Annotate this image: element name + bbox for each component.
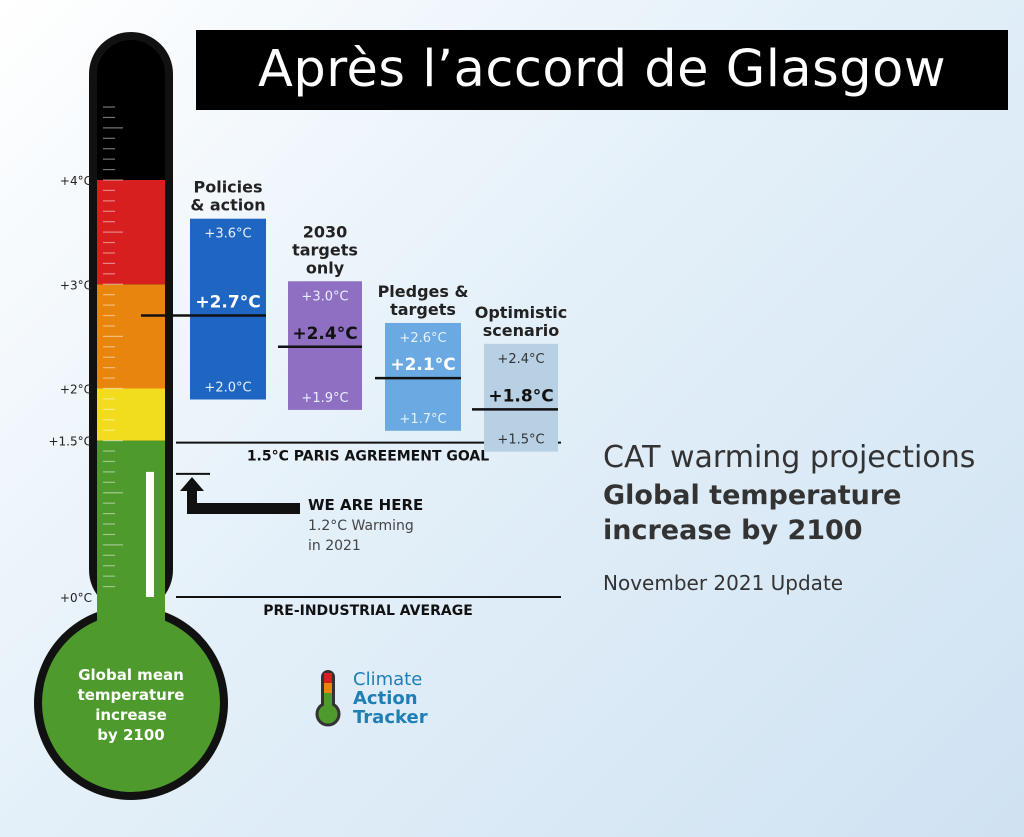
scenario-name-line: only <box>306 258 345 277</box>
scenario-name-line: Optimistic <box>475 303 567 322</box>
side-title-block: CAT warming projections Global temperatu… <box>603 440 1003 596</box>
scenario-name-line: Policies <box>193 178 262 197</box>
logo-thermo-green <box>324 693 332 707</box>
scenario-bar <box>484 343 558 452</box>
marker-note-line: in 2021 <box>308 538 361 554</box>
reference-line-label: PRE-INDUSTRIAL AVERAGE <box>263 603 473 619</box>
scenario-mid-label: +2.1°C <box>390 355 455 375</box>
scenario-name-line: targets <box>390 300 456 319</box>
side-title: CAT warming projections <box>603 440 976 475</box>
thermometer-band <box>97 40 165 180</box>
scenario-mid-label: +1.8°C <box>488 386 553 406</box>
axis-tick-label: +3°C <box>60 278 92 292</box>
current-level-bar <box>146 471 154 597</box>
thermometer-neck <box>97 590 165 630</box>
scenario-name-line: & action <box>190 196 265 215</box>
scenario-name-line: Pledges & <box>378 282 469 301</box>
arrow-icon <box>180 477 300 514</box>
reference-line-label: 1.5°C PARIS AGREEMENT GOAL <box>247 449 489 465</box>
thermometer-band <box>97 388 165 441</box>
scenario-high-label: +3.6°C <box>204 227 251 242</box>
scenario-low-label: +2.0°C <box>204 381 251 396</box>
scenario-high-label: +2.6°C <box>399 331 446 346</box>
side-update: November 2021 Update <box>603 571 844 595</box>
logo-text-line: Climate <box>353 669 422 690</box>
scenario-low-label: +1.7°C <box>399 412 446 427</box>
thermometer-band <box>97 284 165 389</box>
scenario-mid-label: +2.7°C <box>195 293 260 313</box>
scenario-bar <box>190 218 266 400</box>
axis-tick-label: +2°C <box>60 383 92 397</box>
axis-tick-label: +4°C <box>60 174 92 188</box>
axis-tick-label: +0°C <box>60 591 92 605</box>
scenario-name-line: 2030 <box>303 222 348 241</box>
scenario-low-label: +1.9°C <box>301 391 348 406</box>
scenario-high-label: +3.0°C <box>301 289 348 304</box>
side-subtitle: Global temperature increase by 2100 <box>603 480 902 546</box>
logo-text-line: Action <box>353 688 418 709</box>
thermometer-band <box>97 180 165 285</box>
scenario-high-label: +2.4°C <box>497 352 544 367</box>
logo-text-line: Tracker <box>353 707 428 728</box>
scenario-name-line: targets <box>292 240 358 259</box>
bulb-text-line: Global mean <box>78 666 184 684</box>
thermometer-minor-ticks <box>103 106 123 598</box>
bulb-text-line: by 2100 <box>97 726 165 744</box>
logo-thermo-red <box>324 673 332 683</box>
logo-thermo-orange <box>324 683 332 693</box>
scenario-mid-label: +2.4°C <box>292 324 357 344</box>
axis-tick-label: +1.5°C <box>48 435 92 449</box>
bulb-text-line: temperature <box>78 686 185 704</box>
bulb-text-line: increase <box>95 706 167 724</box>
marker-title: WE ARE HERE <box>308 496 423 514</box>
banner-title: Après l’accord de Glasgow <box>196 30 1008 110</box>
marker-note-line: 1.2°C Warming <box>308 518 414 534</box>
thermometer-bulb <box>42 614 220 792</box>
scenario-low-label: +1.5°C <box>497 433 544 448</box>
scenario-name-line: scenario <box>483 321 559 340</box>
